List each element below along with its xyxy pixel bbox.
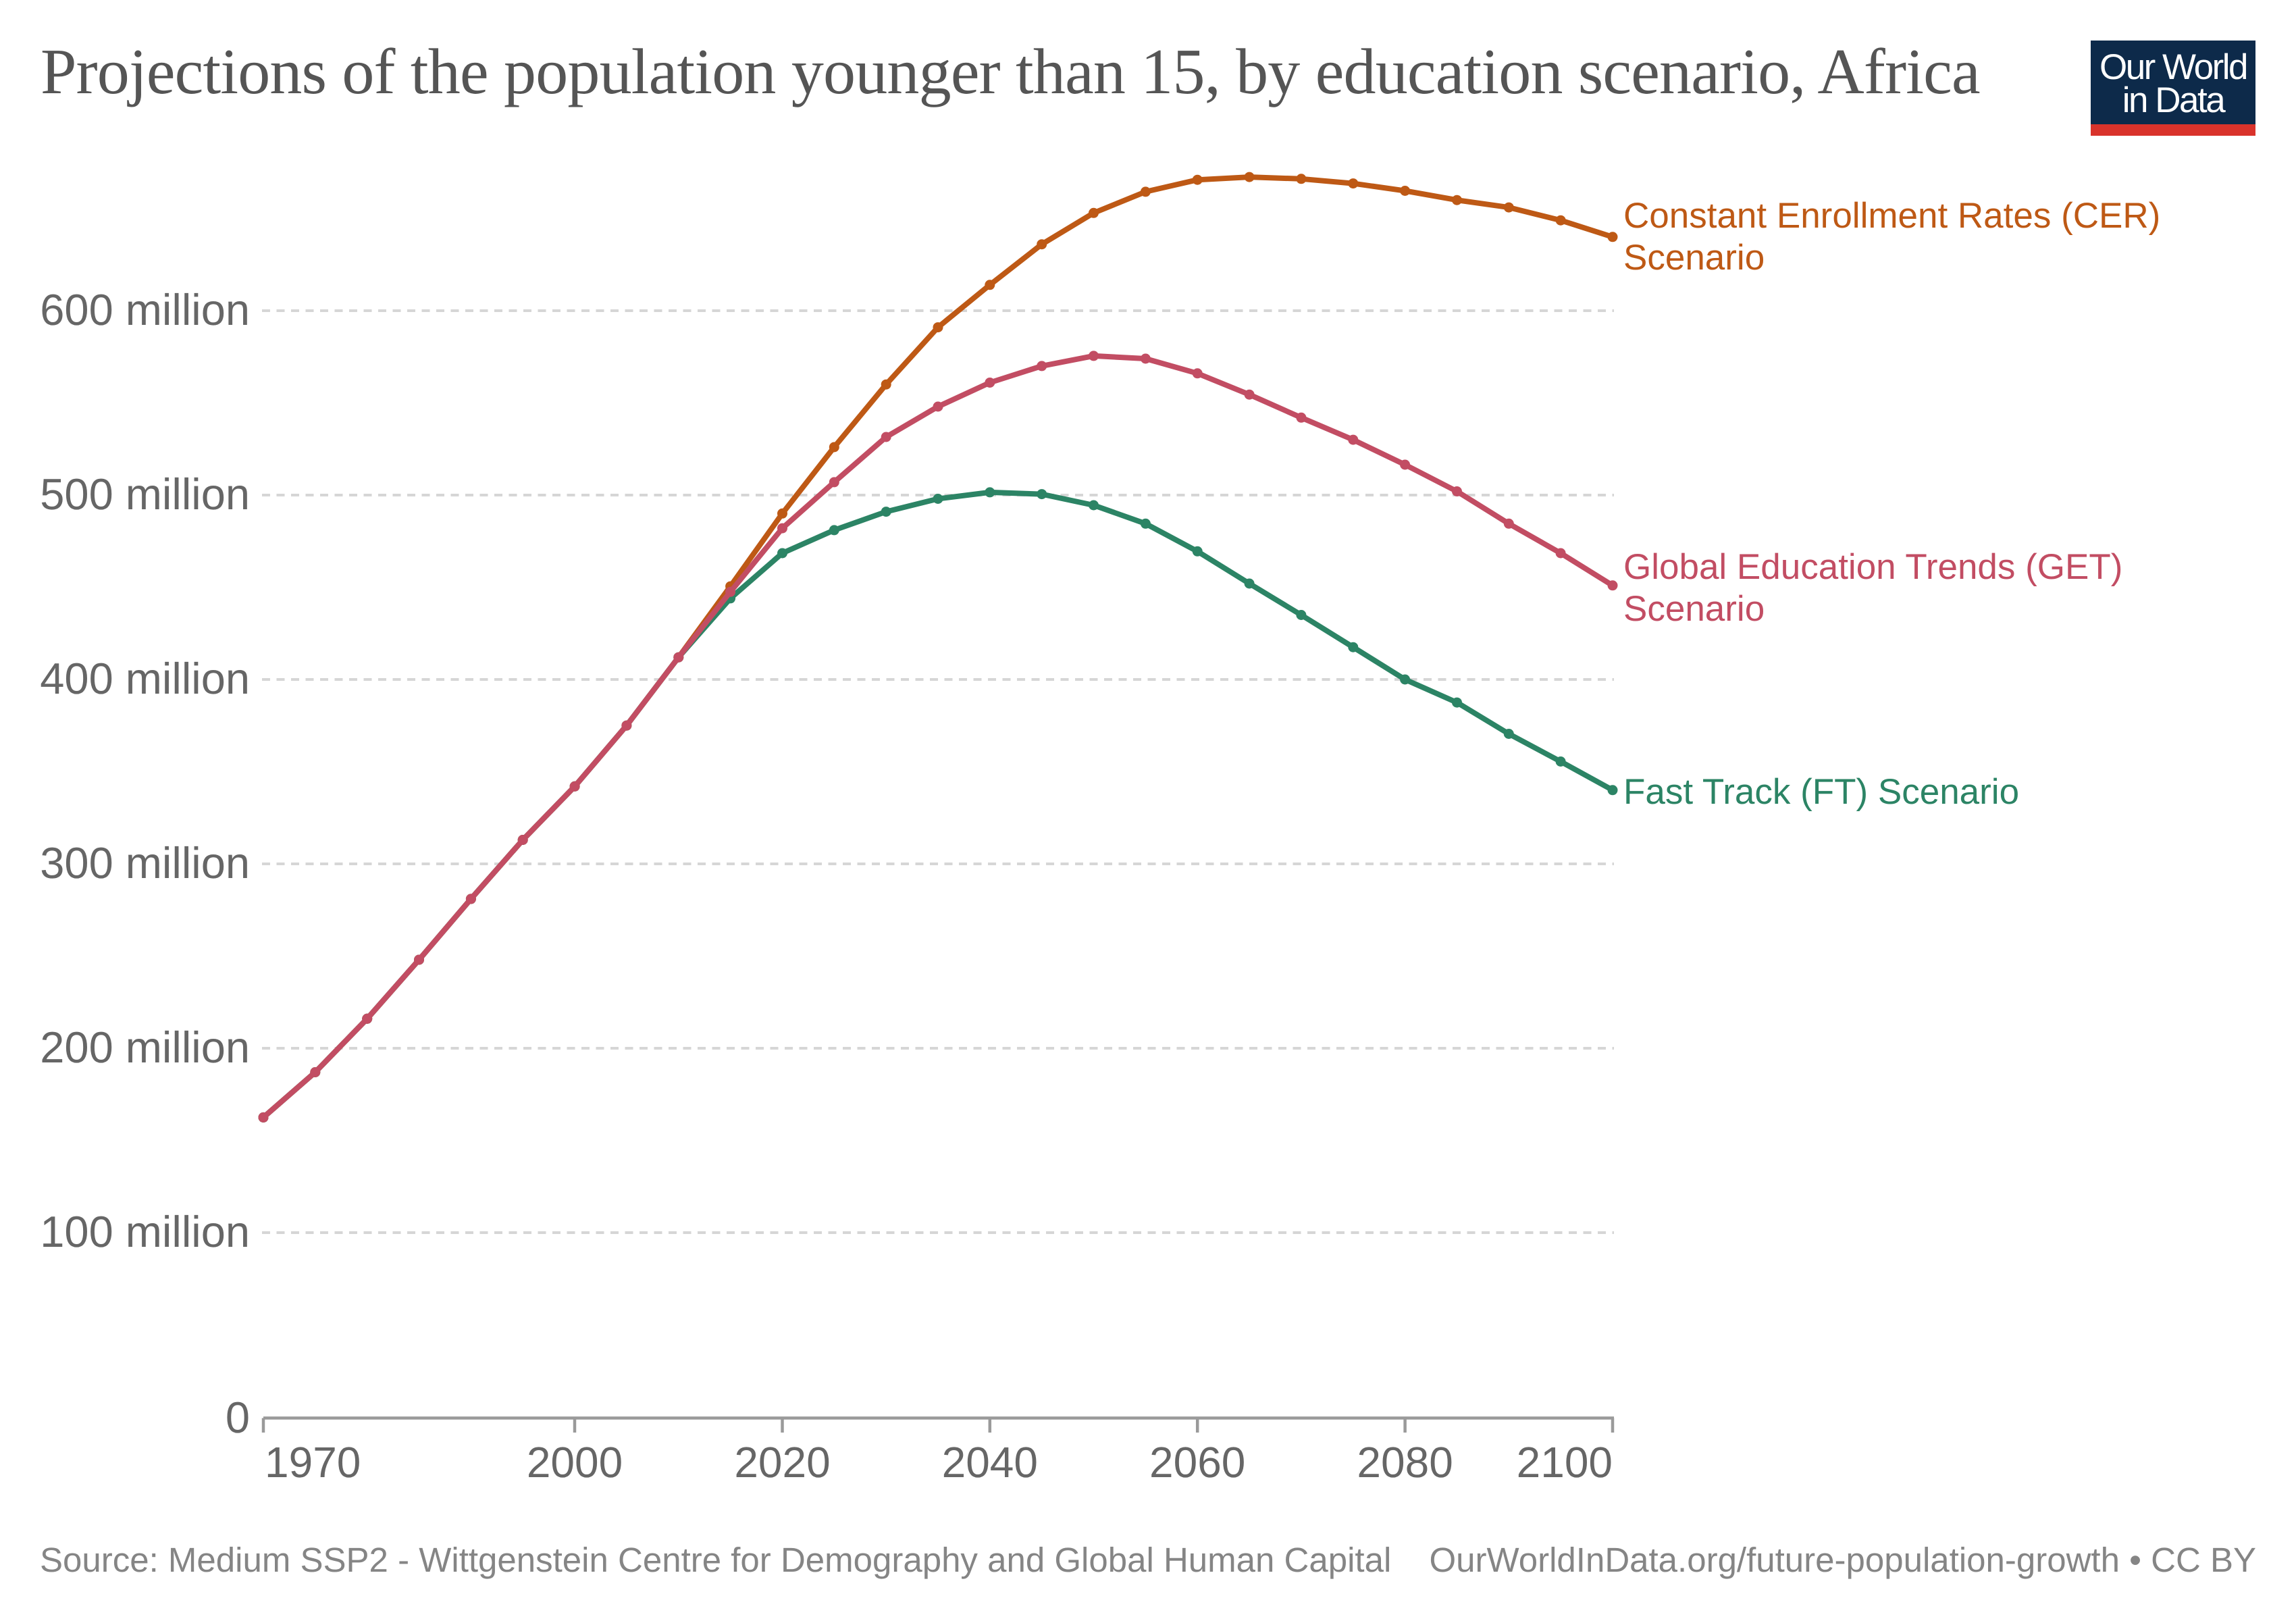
svg-text:in Data: in Data <box>2122 80 2226 120</box>
svg-text:Source: Medium SSP2 - Wittgens: Source: Medium SSP2 - Wittgenstein Centr… <box>40 1541 1391 1579</box>
svg-text:2080: 2080 <box>1357 1438 1453 1487</box>
svg-text:Scenario: Scenario <box>1623 238 1765 278</box>
svg-text:Projections of the population: Projections of the population younger th… <box>41 35 1980 107</box>
svg-text:Constant Enrollment Rates (CER: Constant Enrollment Rates (CER) <box>1623 196 2160 236</box>
svg-text:OurWorldInData.org/future-popu: OurWorldInData.org/future-population-gro… <box>1430 1541 2256 1579</box>
svg-text:2000: 2000 <box>527 1438 623 1487</box>
svg-text:500 million: 500 million <box>40 469 250 519</box>
svg-text:2020: 2020 <box>734 1438 830 1487</box>
svg-text:300 million: 300 million <box>40 838 250 887</box>
svg-text:1970: 1970 <box>265 1438 361 1487</box>
svg-text:Our World: Our World <box>2099 47 2247 87</box>
svg-text:2060: 2060 <box>1149 1438 1245 1487</box>
svg-text:200 million: 200 million <box>40 1023 250 1072</box>
svg-text:2100: 2100 <box>1517 1438 1613 1487</box>
svg-text:Global Education Trends (GET): Global Education Trends (GET) <box>1623 547 2122 587</box>
svg-text:Scenario: Scenario <box>1623 589 1765 629</box>
svg-text:Fast Track (FT) Scenario: Fast Track (FT) Scenario <box>1623 772 2019 812</box>
svg-text:2040: 2040 <box>942 1438 1038 1487</box>
svg-text:400 million: 400 million <box>40 654 250 703</box>
svg-text:100 million: 100 million <box>40 1207 250 1256</box>
svg-text:0: 0 <box>226 1393 250 1442</box>
svg-text:600 million: 600 million <box>40 285 250 334</box>
